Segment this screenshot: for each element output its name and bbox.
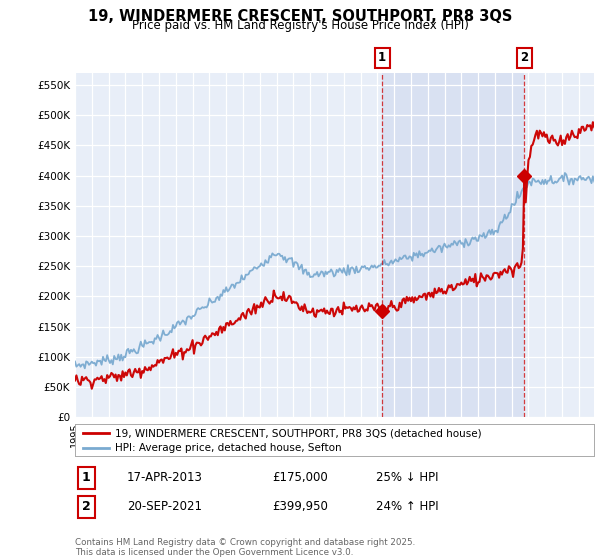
Text: £399,950: £399,950	[272, 500, 328, 513]
Text: 24% ↑ HPI: 24% ↑ HPI	[376, 500, 439, 513]
Text: 1: 1	[378, 52, 386, 64]
Text: 1: 1	[82, 471, 91, 484]
Text: 19, WINDERMERE CRESCENT, SOUTHPORT, PR8 3QS (detached house): 19, WINDERMERE CRESCENT, SOUTHPORT, PR8 …	[115, 428, 482, 438]
Text: 2: 2	[520, 52, 529, 64]
Text: 19, WINDERMERE CRESCENT, SOUTHPORT, PR8 3QS: 19, WINDERMERE CRESCENT, SOUTHPORT, PR8 …	[88, 9, 512, 24]
Text: Contains HM Land Registry data © Crown copyright and database right 2025.
This d: Contains HM Land Registry data © Crown c…	[75, 538, 415, 557]
Text: 25% ↓ HPI: 25% ↓ HPI	[376, 471, 439, 484]
Text: 17-APR-2013: 17-APR-2013	[127, 471, 203, 484]
Text: 20-SEP-2021: 20-SEP-2021	[127, 500, 202, 513]
Text: HPI: Average price, detached house, Sefton: HPI: Average price, detached house, Seft…	[115, 444, 342, 453]
Text: £175,000: £175,000	[272, 471, 328, 484]
Text: 2: 2	[82, 500, 91, 513]
Text: Price paid vs. HM Land Registry's House Price Index (HPI): Price paid vs. HM Land Registry's House …	[131, 19, 469, 32]
Bar	[382, 73, 524, 417]
